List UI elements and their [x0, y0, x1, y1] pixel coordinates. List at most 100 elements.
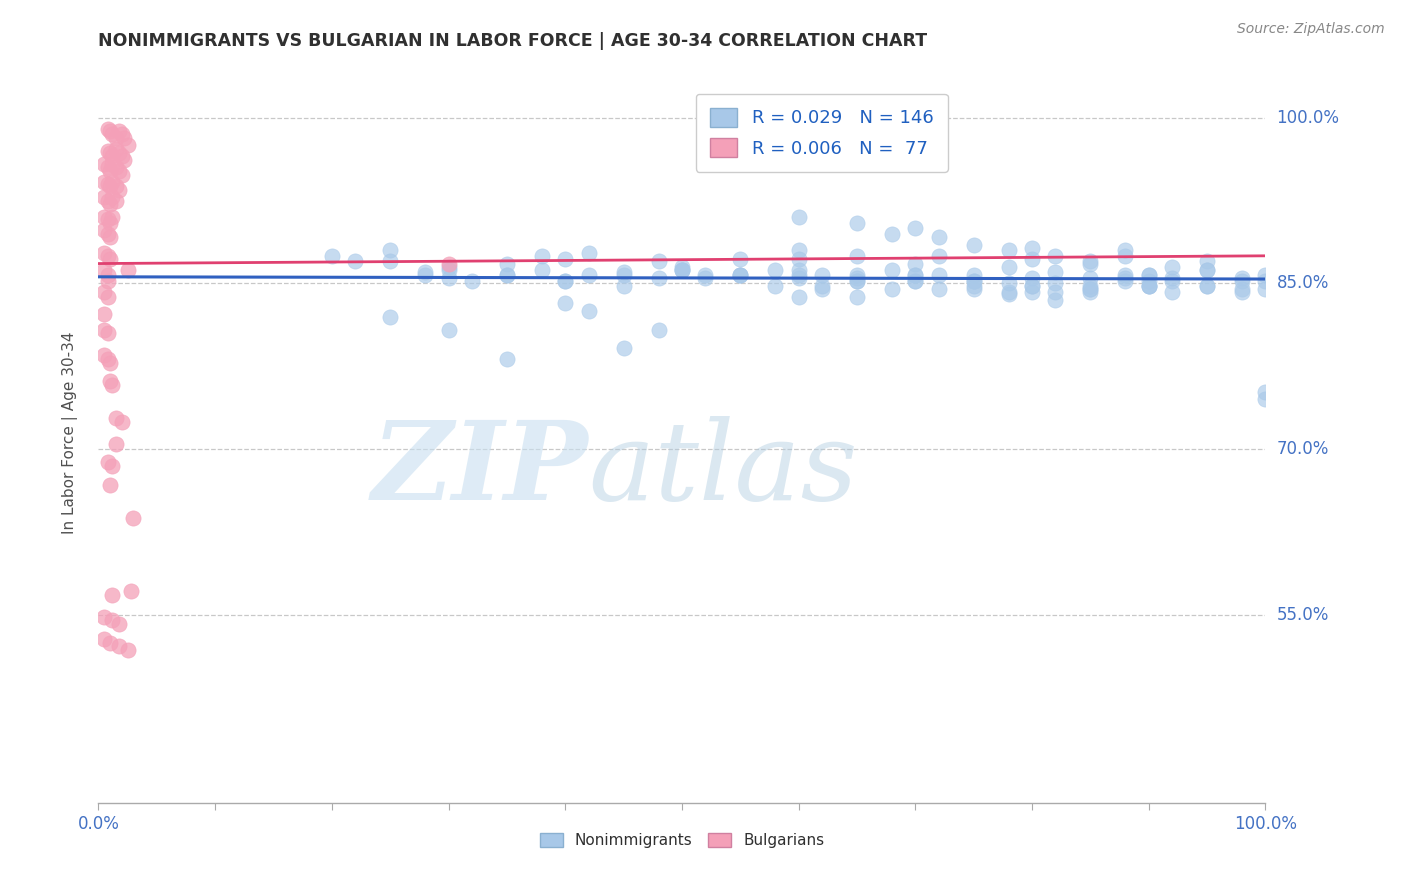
- Point: [997, 285, 1019, 300]
- Point: [846, 216, 869, 230]
- Point: [93, 307, 115, 321]
- Point: [101, 614, 124, 628]
- Point: [97, 326, 120, 341]
- Point: [117, 263, 139, 277]
- Point: [962, 282, 984, 296]
- Point: [93, 632, 115, 647]
- Point: [997, 287, 1019, 301]
- Point: [613, 278, 636, 293]
- Point: [811, 268, 834, 282]
- Point: [97, 194, 120, 208]
- Point: [1254, 274, 1277, 288]
- Point: [1045, 285, 1067, 300]
- Point: [93, 610, 115, 624]
- Point: [1230, 285, 1253, 300]
- Point: [108, 639, 131, 653]
- Point: [98, 374, 121, 388]
- Point: [117, 138, 139, 153]
- Point: [93, 323, 115, 337]
- Point: [1021, 252, 1043, 267]
- Point: [97, 268, 120, 282]
- Point: [613, 341, 636, 355]
- Point: [97, 274, 120, 288]
- Point: [1114, 268, 1136, 282]
- Point: [98, 179, 121, 194]
- Legend: Nonimmigrants, Bulgarians: Nonimmigrants, Bulgarians: [534, 827, 830, 855]
- Point: [1254, 268, 1277, 282]
- Point: [461, 274, 484, 288]
- Point: [112, 130, 135, 145]
- Point: [846, 274, 869, 288]
- Point: [730, 252, 752, 267]
- Point: [98, 635, 121, 649]
- Point: [1114, 274, 1136, 288]
- Point: [904, 268, 927, 282]
- Point: [108, 146, 131, 161]
- Point: [578, 304, 600, 318]
- Point: [1137, 274, 1160, 288]
- Point: [695, 268, 717, 282]
- Point: [787, 268, 810, 282]
- Point: [962, 274, 984, 288]
- Point: [98, 230, 121, 244]
- Point: [97, 212, 120, 227]
- Point: [846, 268, 869, 282]
- Point: [1137, 268, 1160, 282]
- Text: 100.0%: 100.0%: [1277, 109, 1340, 127]
- Point: [530, 249, 553, 263]
- Point: [120, 583, 142, 598]
- Point: [997, 277, 1019, 291]
- Point: [811, 278, 834, 293]
- Point: [763, 263, 786, 277]
- Point: [1230, 282, 1253, 296]
- Point: [1254, 392, 1277, 407]
- Point: [1195, 263, 1218, 277]
- Point: [613, 265, 636, 279]
- Point: [97, 455, 120, 469]
- Point: [104, 194, 127, 208]
- Point: [811, 282, 834, 296]
- Point: [1021, 278, 1043, 293]
- Point: [787, 252, 810, 267]
- Point: [93, 157, 115, 171]
- Point: [97, 249, 120, 263]
- Point: [554, 296, 576, 310]
- Point: [671, 263, 693, 277]
- Point: [104, 142, 127, 156]
- Point: [1045, 249, 1067, 263]
- Point: [730, 268, 752, 282]
- Point: [647, 254, 669, 268]
- Point: [554, 274, 576, 288]
- Point: [117, 643, 139, 657]
- Point: [97, 161, 120, 175]
- Point: [101, 175, 124, 189]
- Point: [98, 477, 121, 491]
- Point: [111, 128, 134, 142]
- Point: [1195, 278, 1218, 293]
- Point: [98, 124, 121, 138]
- Point: [108, 124, 131, 138]
- Point: [1254, 384, 1277, 399]
- Point: [101, 210, 124, 224]
- Point: [93, 190, 115, 204]
- Point: [671, 263, 693, 277]
- Point: [1080, 254, 1102, 268]
- Point: [1045, 293, 1067, 307]
- Point: [904, 274, 927, 288]
- Point: [880, 282, 903, 296]
- Point: [1080, 271, 1102, 285]
- Point: [763, 278, 786, 293]
- Point: [846, 274, 869, 288]
- Point: [1021, 278, 1043, 293]
- Point: [104, 161, 127, 175]
- Point: [93, 245, 115, 260]
- Text: 70.0%: 70.0%: [1277, 440, 1329, 458]
- Point: [101, 190, 124, 204]
- Point: [437, 260, 460, 274]
- Point: [1080, 285, 1102, 300]
- Point: [93, 210, 115, 224]
- Point: [787, 210, 810, 224]
- Text: NONIMMIGRANTS VS BULGARIAN IN LABOR FORCE | AGE 30-34 CORRELATION CHART: NONIMMIGRANTS VS BULGARIAN IN LABOR FORC…: [98, 32, 928, 50]
- Point: [380, 254, 402, 268]
- Point: [904, 268, 927, 282]
